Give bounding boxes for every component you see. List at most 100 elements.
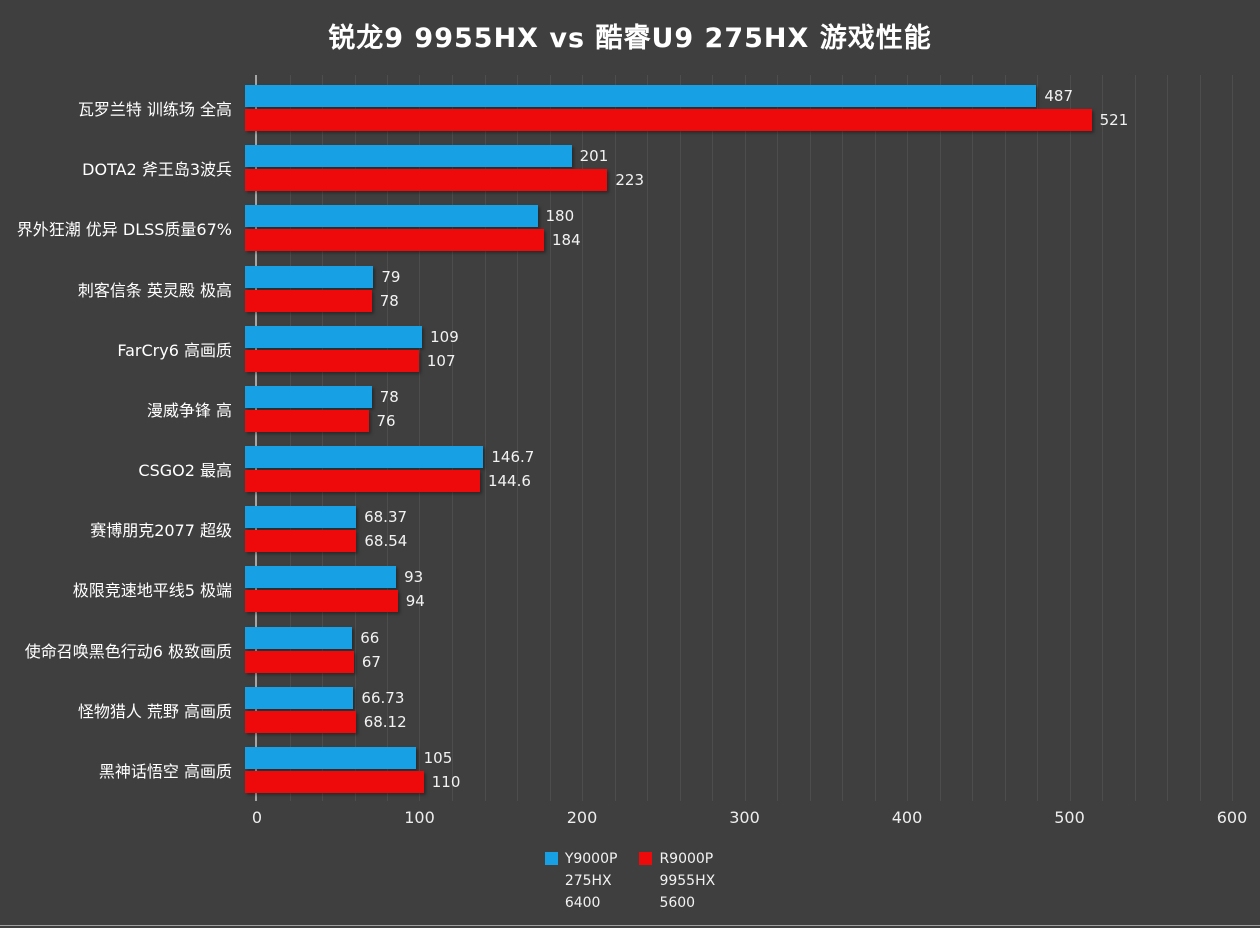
bar-track: 110: [245, 770, 1220, 793]
category-label: CSGO2 最高: [138, 461, 232, 481]
value-label: 105: [423, 748, 453, 767]
x-tick-label: 500: [1054, 808, 1085, 827]
bar-series-1: [245, 446, 484, 469]
category-row: 怪物猎人 荒野 高画质 66.73 68.12: [0, 680, 1232, 740]
x-tick-label: 0: [251, 808, 263, 827]
bar-series-2: [245, 530, 357, 553]
bar-group: 109 107: [245, 325, 1220, 372]
chart-title: 锐龙9 9955HX vs 酷睿U9 275HX 游戏性能: [328, 23, 932, 54]
category-label: 界外狂潮 优异 DLSS质量67%: [16, 220, 232, 240]
gridline: [1134, 75, 1136, 801]
value-label: 79: [381, 267, 401, 286]
bar-group: 93 94: [245, 566, 1220, 613]
gridline: [647, 75, 648, 801]
category-row: 瓦罗兰特 训练场 全高 487 521: [0, 78, 1232, 138]
gridline: [842, 75, 843, 801]
bar-series-1: [245, 385, 372, 408]
bar-track: 521: [245, 109, 1220, 132]
bar-series-1: [245, 265, 374, 288]
legend: Y9000P 275HX 6400 R9000P 9955HX 5600: [0, 848, 1260, 914]
bar-track: 105: [245, 746, 1220, 769]
category-label: 赛博朋克2077 超级: [90, 521, 232, 541]
bar-series-1: [245, 746, 416, 769]
gridline: [387, 75, 388, 801]
category-row: 极限竞速地平线5 极端 93 94: [0, 559, 1232, 619]
value-label: 109: [430, 327, 459, 346]
bar-group: 68.37 68.54: [245, 506, 1220, 553]
value-label: 144.6: [487, 472, 531, 491]
bar-track: 109: [245, 325, 1220, 348]
bar-series-1: [245, 325, 423, 348]
bar-series-1: [245, 566, 397, 589]
category-row: CSGO2 最高 146.7 144.6: [0, 439, 1232, 499]
gridline: [517, 75, 518, 801]
bar-series-2: [245, 590, 398, 613]
bar-track: 144.6: [245, 470, 1220, 493]
bar-series-1: [245, 626, 353, 649]
x-tick-label: 400: [891, 808, 923, 827]
bar-track: 201: [245, 145, 1220, 168]
value-label: 76: [376, 411, 396, 430]
gridline: [777, 75, 778, 801]
bar-track: 487: [245, 85, 1220, 108]
value-label: 68.12: [363, 712, 407, 731]
gridline: [354, 75, 356, 801]
gridline: [939, 75, 941, 801]
value-label: 68.37: [364, 508, 408, 527]
bar-series-1: [245, 145, 572, 168]
chart-rows: 瓦罗兰特 训练场 全高 487 521 DOTA2 斧王岛3波兵 201 223 界外狂潮 …: [0, 78, 1232, 800]
category-label: 极限竞速地平线5 极端: [72, 581, 232, 601]
bar-track: 94: [245, 590, 1220, 613]
bar-track: 66: [245, 626, 1220, 649]
gridline: [614, 75, 616, 801]
category-label: 黑神话悟空 高画质: [98, 761, 232, 781]
value-label: 94: [405, 592, 425, 611]
bar-track: 184: [245, 229, 1220, 252]
category-label: DOTA2 斧王岛3波兵: [82, 160, 232, 180]
legend-label-line: Y9000P: [564, 851, 618, 867]
gridline: [1004, 75, 1006, 801]
value-label: 110: [431, 772, 461, 791]
gridline: [322, 75, 323, 801]
gridline: [1069, 75, 1071, 801]
bar-series-2: [245, 109, 1092, 132]
legend-swatch: [544, 852, 558, 865]
x-tick-label: 600: [1216, 808, 1248, 827]
category-label: 怪物猎人 荒野 高画质: [77, 701, 232, 721]
bar-track: 68.37: [245, 506, 1220, 529]
gridline: [972, 75, 973, 801]
value-label: 521: [1099, 111, 1129, 130]
gridline: [581, 75, 583, 801]
legend-label: R9000P 9955HX 5600: [659, 848, 715, 914]
bar-group: 180 184: [245, 205, 1220, 252]
category-label: 刺客信条 英灵殿 极高: [77, 280, 232, 300]
bar-track: 79: [245, 265, 1220, 288]
value-label: 78: [379, 387, 399, 406]
x-tick-label: 300: [729, 808, 760, 827]
bar-series-2: [245, 710, 356, 733]
value-label: 78: [379, 291, 399, 310]
value-label: 66: [360, 628, 380, 647]
gridline: [549, 75, 551, 801]
value-label: 146.7: [491, 448, 535, 467]
x-tick-label: 100: [404, 808, 435, 827]
bar-track: 66.73: [245, 686, 1220, 709]
value-label: 180: [545, 207, 575, 226]
bar-group: 66.73 68.12: [245, 686, 1220, 733]
value-label: 67: [361, 652, 381, 671]
bar-track: 78: [245, 289, 1220, 312]
bar-series-1: [245, 85, 1037, 108]
bar-series-2: [245, 169, 608, 192]
category-label: 漫威争锋 高: [146, 400, 232, 420]
bar-series-2: [245, 349, 419, 372]
legend-item-1: Y9000P 275HX 6400: [544, 848, 618, 914]
legend-label-line: 275HX: [564, 873, 612, 889]
gridline: [1037, 75, 1038, 801]
gridline: [419, 75, 421, 801]
value-label: 107: [426, 351, 456, 370]
gridline: [712, 75, 713, 801]
x-axis: 0 100 200 300 400 500 600: [252, 808, 1247, 830]
category-label: FarCry6 高画质: [117, 340, 232, 360]
category-row: 刺客信条 英灵殿 极高 79 78: [0, 259, 1232, 319]
category-row: 漫威争锋 高 78 76: [0, 379, 1232, 439]
